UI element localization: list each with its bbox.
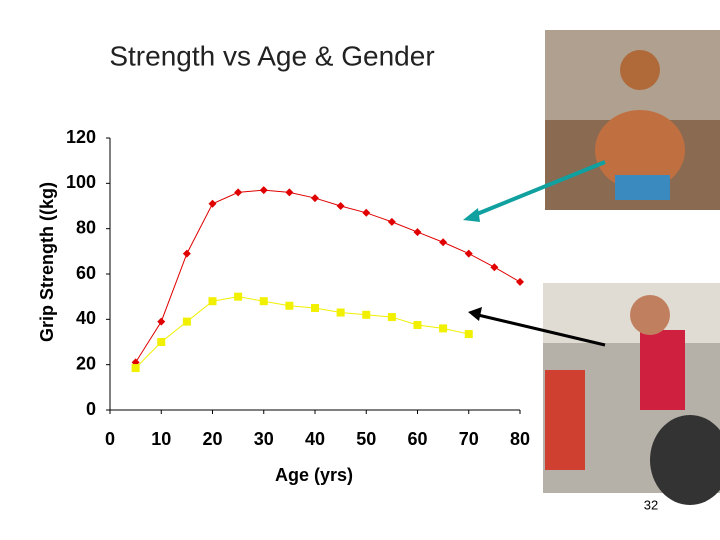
photo-male — [545, 30, 720, 210]
point — [490, 263, 499, 272]
point — [387, 217, 396, 226]
point — [387, 313, 396, 322]
series-line — [135, 189, 521, 363]
y-tick-label: 60 — [76, 263, 96, 283]
y-tick-label: 0 — [86, 399, 96, 419]
point — [336, 202, 345, 210]
y-tick-label: 20 — [76, 353, 96, 373]
point — [464, 330, 473, 339]
x-tick-label: 10 — [151, 429, 171, 449]
point — [311, 194, 319, 203]
x-axis-label: Age (yrs) — [275, 465, 353, 485]
x-tick-label: 50 — [356, 429, 376, 449]
point — [208, 199, 217, 208]
x-tick-label: 20 — [202, 429, 222, 449]
y-tick-label: 120 — [66, 127, 96, 147]
point — [285, 301, 294, 310]
point — [464, 249, 473, 258]
x-tick-label: 60 — [407, 429, 427, 449]
point — [311, 304, 319, 312]
photo-female — [543, 283, 720, 505]
point — [234, 292, 243, 301]
point — [413, 321, 422, 329]
y-tick-label: 100 — [66, 172, 96, 192]
point — [439, 238, 448, 247]
point — [234, 188, 243, 197]
y-tick-label: 40 — [76, 308, 96, 328]
series-line — [135, 296, 469, 369]
x-tick-label: 70 — [459, 429, 479, 449]
x-tick-label: 30 — [254, 429, 274, 449]
point — [182, 317, 191, 326]
point — [516, 277, 524, 286]
point — [208, 297, 217, 306]
arrow — [477, 313, 606, 347]
point — [439, 324, 448, 333]
point — [362, 208, 371, 217]
page-number: 32 — [644, 497, 658, 512]
x-tick-label: 80 — [510, 429, 530, 449]
x-tick-label: 0 — [105, 429, 115, 449]
point — [336, 308, 345, 317]
y-axis-label: Grip Strength ((kg) — [37, 182, 57, 342]
arrow-head — [468, 307, 482, 321]
point — [259, 186, 268, 195]
point — [131, 364, 140, 373]
arrow — [471, 160, 606, 218]
point — [413, 228, 422, 237]
x-tick-label: 40 — [305, 429, 325, 449]
y-tick-label: 80 — [76, 217, 96, 237]
point — [259, 297, 268, 306]
point — [157, 317, 166, 326]
point — [285, 188, 294, 197]
point — [182, 249, 191, 258]
chart-title: Strength vs Age & Gender — [109, 40, 434, 71]
point — [362, 310, 371, 319]
arrow-head — [463, 208, 480, 222]
point — [157, 338, 166, 346]
